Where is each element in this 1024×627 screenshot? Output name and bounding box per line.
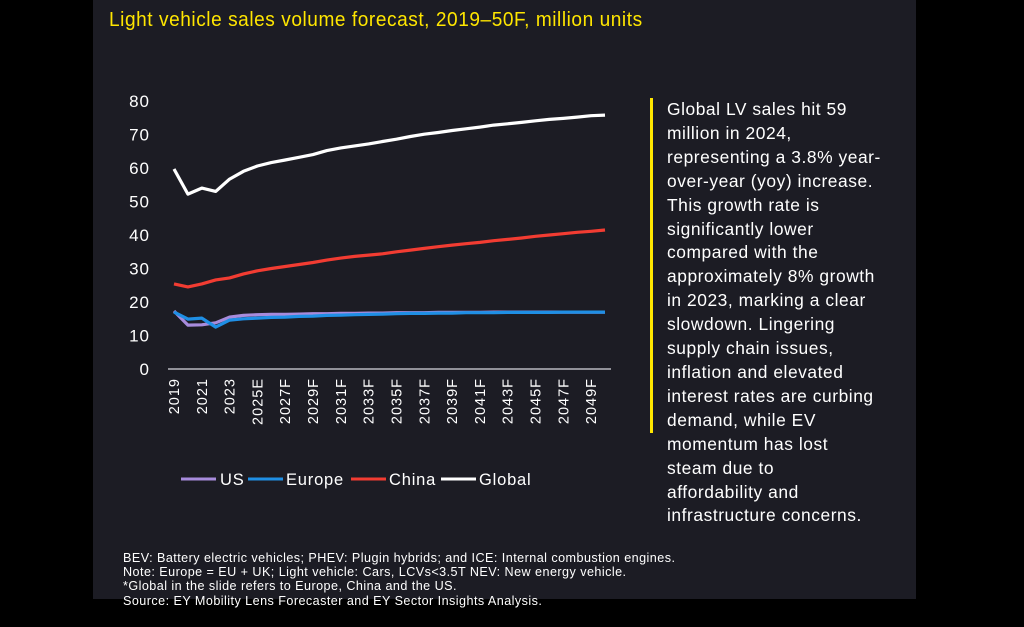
- legend-label-europe: Europe: [286, 471, 344, 489]
- commentary-line: demand, while EV: [667, 409, 816, 430]
- x-tick-label: 2031F: [334, 378, 350, 424]
- series-line-china: [173, 228, 606, 289]
- footnote-line: Note: Europe = EU + UK; Light vehicle: C…: [123, 565, 627, 580]
- commentary-line: steam due to: [667, 457, 775, 478]
- legend-label-us: US: [220, 471, 245, 489]
- accent-bar: [650, 98, 653, 433]
- y-tick-label: 30: [129, 260, 150, 279]
- source-note: Source: EY Mobility Lens Forecaster and …: [123, 593, 543, 608]
- x-tick-label: 2045F: [528, 378, 544, 424]
- legend-label-china: China: [389, 471, 436, 489]
- commentary-line: This growth rate is: [667, 194, 820, 215]
- commentary-line: supply chain issues,: [667, 338, 834, 359]
- x-tick-label: 2043F: [501, 378, 517, 424]
- y-tick-label: 60: [129, 159, 150, 178]
- y-tick-label: 40: [129, 226, 150, 245]
- legend-label-global: Global: [479, 471, 532, 489]
- commentary-line: slowdown. Lingering: [667, 314, 836, 335]
- series-line-global: [172, 113, 606, 196]
- footnote-line: BEV: Battery electric vehicles; PHEV: Pl…: [123, 551, 676, 565]
- x-tick-label: 2039F: [445, 378, 461, 424]
- series-lines: [172, 113, 606, 329]
- legend: US Europe China Global: [181, 471, 532, 489]
- x-axis: 2019 2021 2023 2025E 2027F 2029F 2031F 2033F 203…: [167, 378, 600, 425]
- commentary-line: affordability and: [667, 481, 799, 502]
- commentary-line: over-year (yoy) increase.: [667, 170, 874, 191]
- y-tick-label: 20: [129, 293, 150, 312]
- commentary-line: compared with the: [667, 242, 819, 263]
- slide-panel: [93, 0, 916, 599]
- x-tick-label: 2049F: [584, 378, 600, 424]
- x-tick-label: 2041F: [473, 378, 489, 424]
- x-tick-label: 2047F: [556, 378, 572, 424]
- x-tick-label: 2037F: [417, 378, 433, 424]
- commentary-line: inflation and elevated: [667, 361, 844, 382]
- x-tick-label: 2023: [223, 378, 239, 414]
- y-tick-label: 70: [129, 126, 150, 145]
- y-axis: 0 10 20 30 40 50 60 70 80: [129, 92, 150, 379]
- commentary-line: momentum has lost: [667, 433, 829, 454]
- commentary-line: million in 2024,: [667, 122, 792, 143]
- x-tick-label: 2035F: [389, 378, 405, 424]
- commentary-line: representing a 3.8% year-: [667, 146, 881, 167]
- y-tick-label: 0: [140, 360, 150, 379]
- x-tick-label: 2033F: [362, 378, 378, 424]
- footnotes: BEV: Battery electric vehicles; PHEV: Pl…: [123, 551, 675, 608]
- y-tick-label: 10: [129, 327, 150, 346]
- footnote-line: *Global in the slide refers to Europe, C…: [123, 579, 457, 594]
- series-line-europe: [173, 310, 605, 329]
- commentary-line: infrastructure concerns.: [667, 505, 862, 526]
- chart-title: Light vehicle sales volume forecast, 201…: [109, 8, 643, 31]
- commentary-line: in 2023, marking a clear: [667, 290, 866, 311]
- commentary-line: approximately 8% growth: [667, 266, 875, 287]
- commentary-text: Global LV sales hit 59 million in 2024, re…: [667, 98, 917, 528]
- x-tick-label: 2021: [195, 378, 211, 414]
- x-tick-label: 2019: [167, 378, 183, 414]
- commentary-line: interest rates are curbing: [667, 385, 874, 406]
- y-tick-label: 50: [129, 193, 150, 212]
- commentary-line: Global LV sales hit 59: [667, 99, 847, 119]
- y-tick-label: 80: [129, 92, 150, 111]
- x-tick-label: 2025E: [250, 378, 266, 425]
- x-tick-label: 2027F: [278, 378, 294, 424]
- x-tick-label: 2029F: [306, 378, 322, 424]
- commentary-line: significantly lower: [667, 218, 814, 239]
